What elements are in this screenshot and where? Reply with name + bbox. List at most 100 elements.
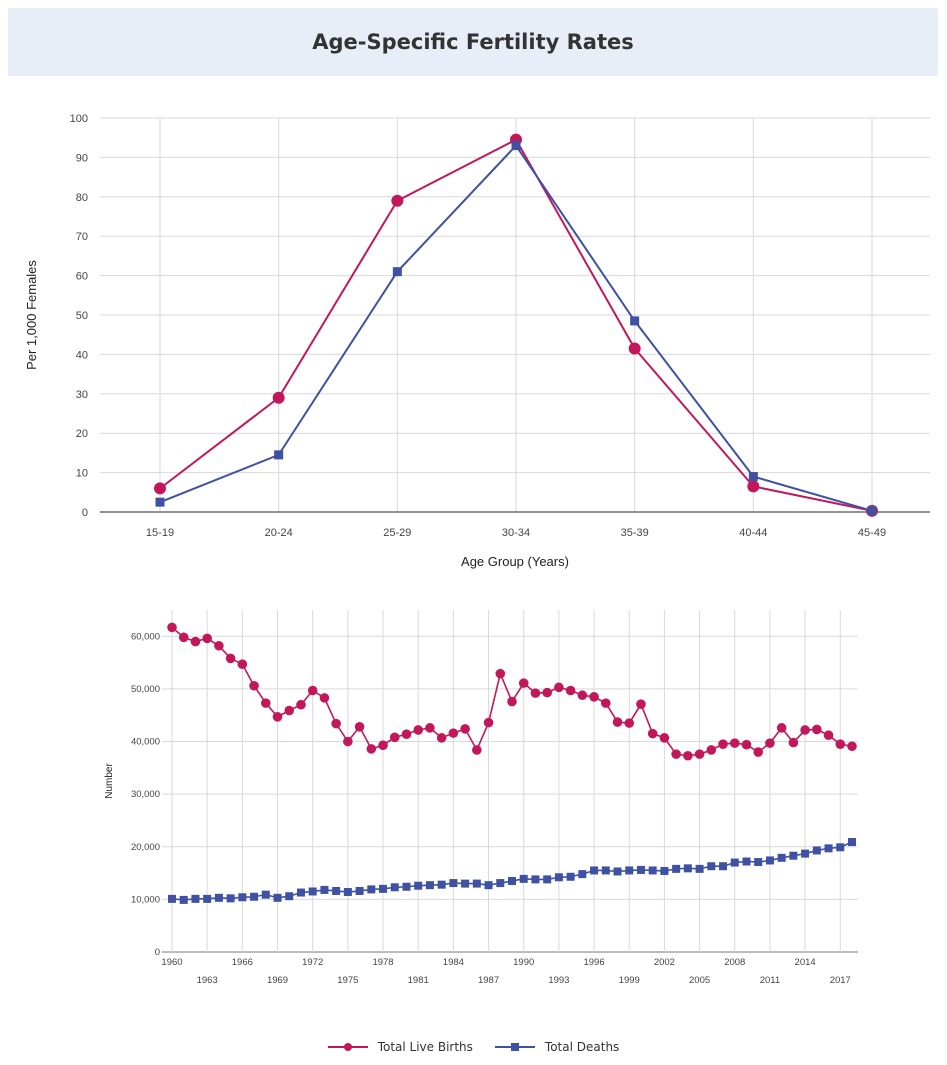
series-1-point	[343, 888, 352, 897]
y-tick-label: 50	[76, 310, 88, 322]
x-tick-label: 30-34	[502, 527, 530, 539]
series-0-point	[225, 653, 236, 664]
y-tick-label: 90	[76, 152, 88, 164]
series-1-point	[203, 894, 212, 903]
series-0-point	[589, 692, 599, 702]
series-1-point	[320, 885, 329, 894]
x-tick-label: 1960	[161, 957, 182, 968]
series-0-point	[788, 737, 799, 748]
legend-deaths-swatch	[494, 1042, 535, 1052]
x-axis-title: Age Group (Years)	[461, 554, 569, 569]
legend-item-deaths[interactable]: Total Deaths	[494, 1040, 619, 1054]
series-0-point	[495, 668, 506, 679]
series-0-point	[636, 699, 646, 709]
series-1-point	[566, 872, 575, 881]
series-1-point	[824, 844, 833, 853]
x-tick-label: 25-29	[383, 527, 411, 539]
x-tick-label: 1981	[408, 975, 429, 986]
series-1-point	[238, 893, 247, 902]
series-1-point	[285, 892, 294, 901]
y-tick-label: 30,000	[131, 789, 160, 800]
y-tick-label: 0	[82, 507, 88, 519]
y-axis-title: Number	[104, 763, 115, 799]
series-1-point	[660, 866, 669, 875]
series-0-point	[260, 698, 271, 708]
series-1-point	[742, 857, 751, 866]
x-tick-label: 1963	[197, 975, 218, 986]
chart-legend: Total Live Births Total Deaths	[0, 1040, 947, 1054]
series-0-point	[741, 739, 752, 750]
series-1-point	[390, 883, 399, 892]
series-1-point	[392, 267, 402, 277]
x-tick-label: 35-39	[621, 527, 649, 539]
series-1-point	[449, 879, 458, 888]
series-1-point	[719, 862, 728, 871]
series-0-point	[401, 729, 412, 739]
series-1-point	[355, 886, 364, 895]
series-0-point	[518, 678, 529, 688]
x-tick-label: 1969	[267, 975, 288, 986]
series-0-point	[812, 724, 822, 735]
series-1-point	[554, 873, 563, 882]
series-0-point	[272, 712, 283, 722]
series-1-point	[789, 851, 798, 860]
series-0-point	[671, 749, 681, 759]
series-0-point	[483, 717, 494, 728]
series-1-point	[625, 866, 634, 875]
y-tick-label: 60	[76, 271, 88, 283]
y-tick-label: 100	[70, 113, 88, 125]
y-tick-label: 20,000	[131, 842, 160, 853]
series-1-point	[484, 881, 493, 890]
series-1-point	[508, 876, 516, 885]
series-0-point	[647, 728, 658, 739]
series-0-point	[530, 688, 541, 698]
series-0-point	[706, 745, 717, 755]
series-1-point	[578, 870, 587, 879]
series-1-point	[402, 882, 411, 891]
series-1-point	[472, 879, 481, 888]
y-tick-label: 70	[76, 231, 88, 243]
x-tick-label: 45-49	[858, 527, 886, 539]
series-0-point	[835, 739, 846, 749]
series-1-point	[226, 894, 235, 903]
legend-item-births[interactable]: Total Live Births	[327, 1040, 473, 1054]
series-0-point	[284, 705, 295, 716]
series-1-point	[730, 858, 739, 867]
series-1-point	[636, 865, 645, 874]
births-deaths-chart: 0 10,000 20,000 30,000 40,000 50,000 60,000 196…	[104, 610, 858, 986]
series-0-point	[694, 749, 705, 759]
series-1-point	[261, 890, 270, 899]
series-1-point	[511, 141, 521, 151]
series-1-point	[168, 894, 176, 903]
series-0-line	[171, 626, 853, 757]
y-tick-label: 60,000	[131, 631, 160, 642]
series-0-point	[628, 342, 641, 355]
x-tick-label: 2011	[760, 975, 780, 986]
series-0-point	[823, 730, 834, 741]
series-0-point	[776, 723, 787, 733]
series-1-point	[531, 875, 540, 884]
series-1-line	[171, 841, 853, 901]
series-0-point	[389, 732, 400, 743]
series-0-point	[565, 685, 576, 696]
series-0-point	[460, 724, 470, 734]
legend-births-swatch	[327, 1042, 368, 1052]
series-0-point	[683, 750, 693, 761]
series-1-point	[414, 881, 423, 890]
series-0-point	[366, 744, 377, 754]
series-0-point	[202, 633, 212, 644]
series-1-point	[748, 472, 758, 482]
series-1-point	[707, 862, 716, 871]
series-1-point	[836, 843, 845, 852]
series-0-point	[307, 685, 318, 696]
series-1-point	[695, 864, 704, 873]
series-0-point	[190, 636, 201, 647]
series-0-point	[413, 725, 424, 735]
series-0-point	[331, 718, 341, 729]
y-tick-label: 50,000	[131, 684, 160, 695]
x-tick-label: 40-44	[739, 527, 767, 539]
x-tick-label: 1975	[337, 975, 358, 986]
x-tick-label: 1987	[478, 975, 499, 986]
series-0-point	[612, 717, 623, 727]
series-1-point	[867, 506, 877, 516]
